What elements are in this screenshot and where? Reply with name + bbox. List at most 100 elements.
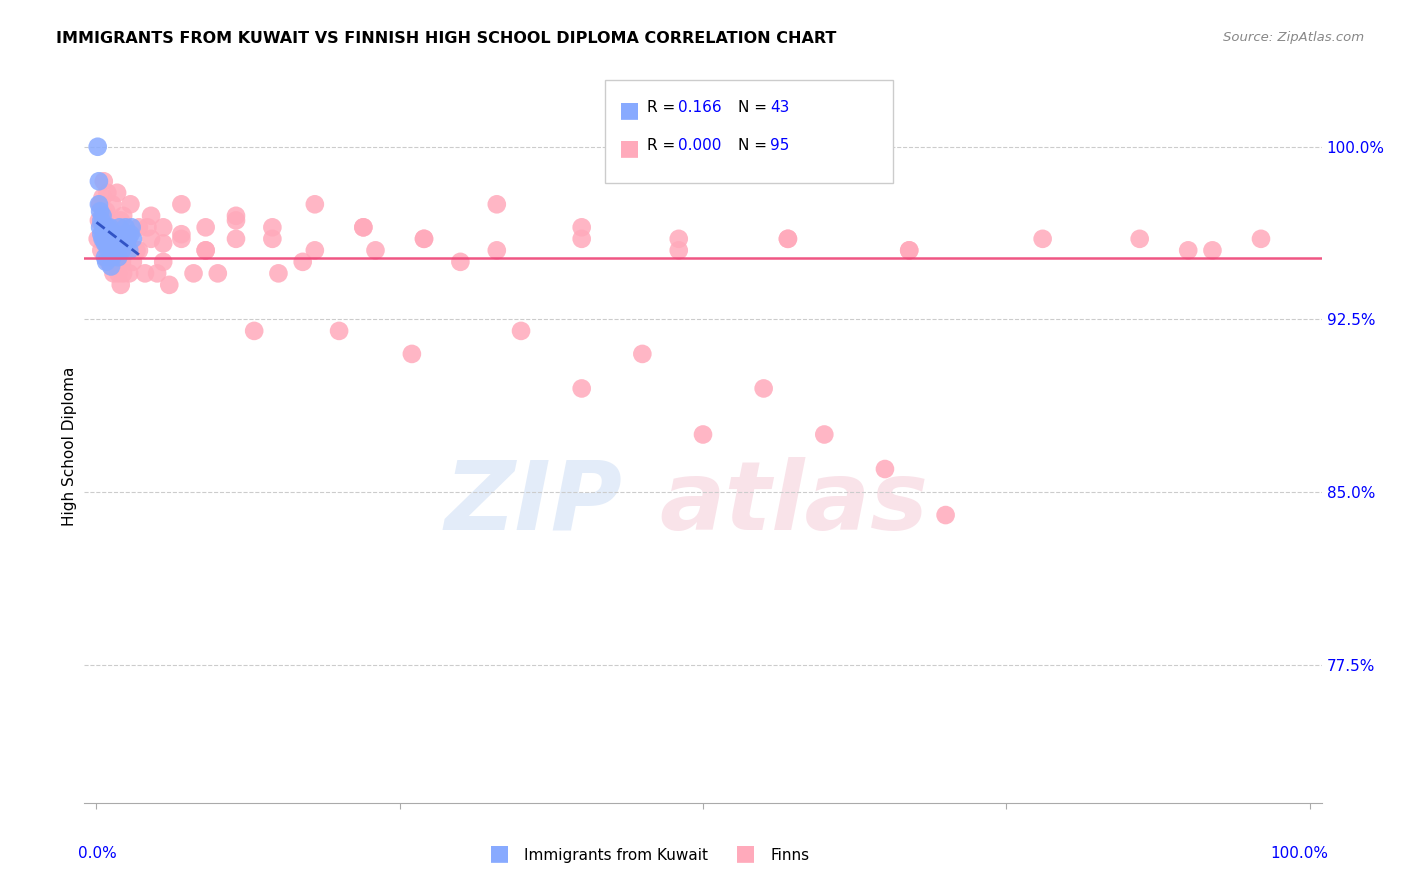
Point [146, 266, 169, 280]
Point [86, 232, 108, 246]
Point [118, 266, 141, 280]
Point [100, 227, 122, 242]
Point [122, 255, 145, 269]
Point [96, 220, 118, 235]
Point [96, 255, 118, 269]
Text: ZIP: ZIP [444, 457, 623, 549]
Point [93, 220, 115, 235]
Point [128, 220, 150, 235]
Point [139, 209, 162, 223]
Point [170, 197, 193, 211]
Point [170, 227, 193, 242]
Point [103, 266, 125, 280]
Point [121, 220, 143, 235]
Point [668, 232, 690, 246]
Point [571, 381, 593, 395]
Point [96, 186, 118, 200]
Point [118, 244, 141, 258]
Point [183, 266, 205, 280]
Point [352, 220, 374, 235]
Point [668, 244, 690, 258]
Point [1201, 244, 1223, 258]
Point [117, 232, 139, 246]
Point [89, 204, 111, 219]
Point [96, 204, 118, 219]
Point [96, 236, 118, 251]
Point [104, 232, 127, 246]
Point [100, 260, 122, 274]
Point [110, 277, 132, 292]
Point [98, 220, 121, 235]
Point [91, 232, 114, 246]
Point [225, 213, 247, 227]
Point [267, 266, 290, 280]
Point [91, 190, 114, 204]
Text: 0.000: 0.000 [678, 138, 721, 153]
Text: N =: N = [738, 100, 768, 115]
Point [117, 232, 139, 246]
Point [776, 232, 799, 246]
Point [328, 324, 350, 338]
Point [94, 209, 117, 223]
Point [114, 220, 136, 235]
Text: R =: R = [647, 138, 675, 153]
Point [112, 244, 135, 258]
Point [108, 220, 131, 235]
Point [262, 220, 284, 235]
Point [100, 220, 122, 235]
Point [152, 236, 174, 251]
Point [510, 324, 533, 338]
Point [110, 213, 132, 227]
Point [1129, 232, 1152, 246]
Y-axis label: High School Diploma: High School Diploma [62, 367, 77, 525]
Point [136, 220, 159, 235]
Point [157, 277, 180, 292]
Text: R =: R = [647, 100, 675, 115]
Point [134, 266, 156, 280]
Point [243, 324, 266, 338]
Point [107, 266, 129, 280]
Point [105, 232, 128, 246]
Point [485, 244, 508, 258]
Point [413, 232, 436, 246]
Text: Finns: Finns [770, 848, 810, 863]
Point [935, 508, 957, 522]
Point [101, 250, 124, 264]
Point [96, 220, 118, 235]
Point [101, 197, 124, 211]
Point [105, 186, 128, 200]
Point [304, 197, 326, 211]
Point [87, 197, 110, 211]
Point [692, 427, 714, 442]
Point [90, 213, 112, 227]
Point [194, 244, 217, 258]
Point [115, 232, 138, 246]
Point [122, 232, 145, 246]
Point [94, 250, 117, 264]
Point [91, 209, 114, 223]
Point [776, 232, 799, 246]
Point [413, 232, 436, 246]
Point [115, 236, 138, 251]
Text: ■: ■ [489, 844, 509, 863]
Point [485, 197, 508, 211]
Point [104, 227, 127, 242]
Text: ■: ■ [735, 844, 755, 863]
Point [104, 244, 127, 258]
Point [89, 220, 111, 235]
Point [108, 232, 131, 246]
Point [111, 255, 134, 269]
Point [93, 232, 115, 246]
Point [107, 250, 129, 264]
Text: 0.166: 0.166 [678, 100, 721, 115]
Point [112, 227, 135, 242]
Point [93, 174, 115, 188]
Point [112, 232, 135, 246]
Point [873, 462, 896, 476]
Point [813, 427, 835, 442]
Point [1032, 232, 1054, 246]
Point [120, 227, 142, 242]
Point [401, 347, 423, 361]
Point [194, 220, 217, 235]
Point [97, 255, 120, 269]
